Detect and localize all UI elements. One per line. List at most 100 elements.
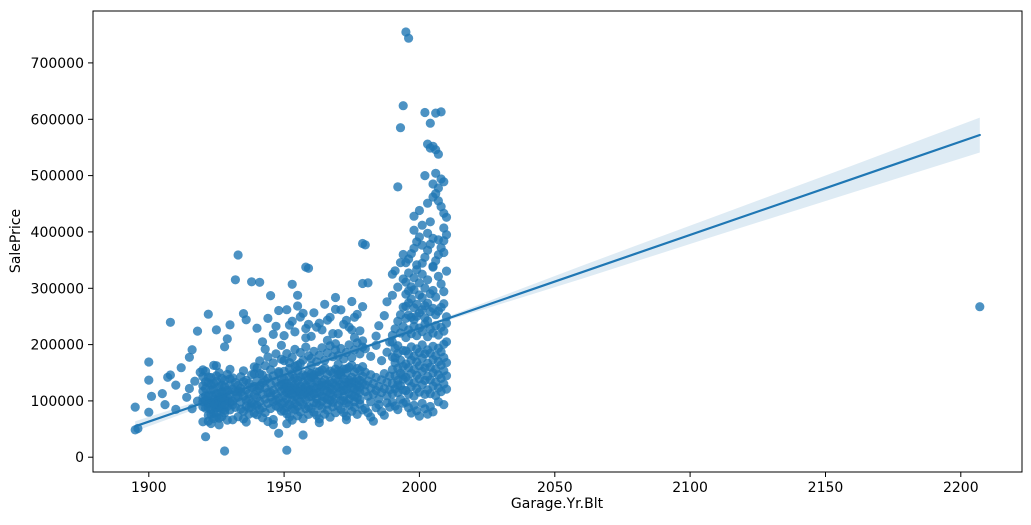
data-point	[347, 352, 357, 363]
data-point	[325, 312, 335, 322]
data-point	[398, 101, 408, 111]
data-point	[314, 367, 324, 377]
data-point	[298, 430, 308, 440]
data-point	[371, 331, 381, 341]
data-point	[252, 323, 262, 333]
data-point	[387, 290, 397, 300]
data-point	[225, 320, 235, 330]
x-tick-label: 2000	[402, 480, 438, 496]
data-point	[287, 279, 297, 289]
data-point	[252, 363, 262, 373]
data-point	[211, 412, 221, 422]
data-point	[263, 313, 273, 323]
data-point	[341, 415, 351, 425]
data-point	[220, 342, 230, 352]
data-point	[431, 168, 441, 178]
data-point	[201, 432, 211, 442]
data-point	[282, 305, 292, 315]
data-point	[198, 386, 208, 396]
data-point	[241, 315, 251, 325]
data-point	[274, 305, 284, 316]
y-tick-label: 200000	[31, 338, 84, 354]
data-point	[347, 296, 357, 307]
data-point	[428, 262, 438, 272]
data-point	[433, 235, 443, 245]
data-point	[975, 302, 985, 312]
data-point	[390, 266, 400, 276]
data-point	[441, 266, 452, 276]
data-point	[266, 291, 276, 301]
data-point	[439, 400, 449, 410]
data-point	[293, 290, 303, 300]
data-point	[157, 389, 167, 399]
data-point	[184, 383, 194, 394]
data-point	[238, 414, 249, 424]
data-point	[417, 240, 427, 250]
data-point	[225, 380, 235, 390]
data-point	[255, 277, 265, 287]
data-point	[314, 418, 324, 428]
data-point	[431, 189, 441, 199]
data-point	[144, 407, 154, 417]
data-point	[339, 396, 349, 406]
data-point	[414, 411, 424, 421]
data-point	[271, 321, 281, 331]
data-point	[395, 123, 406, 133]
x-tick-label: 1950	[266, 480, 302, 496]
data-point	[268, 358, 278, 368]
data-point	[230, 275, 240, 285]
data-point	[352, 385, 362, 396]
y-tick-label: 300000	[31, 281, 84, 297]
data-point	[414, 205, 424, 216]
data-point	[433, 271, 443, 281]
data-point	[393, 341, 403, 351]
data-point	[276, 340, 286, 350]
data-point	[439, 247, 449, 258]
data-point	[322, 335, 332, 345]
data-point	[336, 305, 346, 315]
data-point	[393, 380, 403, 390]
plot-area: 1900 1950 2000 2050 2100 2150 2200 0 100000 20000…	[31, 10, 1023, 496]
y-tick-label: 700000	[31, 56, 84, 72]
data-point	[428, 407, 438, 417]
y-tick-label: 400000	[31, 225, 84, 241]
data-point	[268, 329, 278, 339]
data-point	[244, 389, 254, 399]
data-point	[433, 149, 443, 159]
data-point	[441, 318, 452, 328]
data-point	[379, 410, 389, 420]
data-point	[287, 316, 297, 326]
data-point	[441, 358, 452, 368]
data-point	[393, 282, 403, 292]
x-tick-label: 1900	[131, 480, 167, 496]
data-point	[233, 250, 243, 260]
data-point	[241, 375, 251, 385]
data-point	[287, 352, 297, 362]
data-point	[439, 326, 449, 336]
data-point	[247, 370, 257, 380]
data-point	[436, 279, 446, 289]
data-point	[382, 297, 392, 307]
data-point	[233, 392, 243, 402]
data-point	[203, 309, 213, 319]
data-point	[236, 404, 246, 414]
data-point	[431, 292, 441, 302]
data-point	[441, 371, 452, 381]
data-point	[420, 107, 430, 118]
data-point	[349, 332, 360, 343]
data-point	[341, 364, 351, 374]
data-point	[274, 428, 284, 438]
data-point	[420, 171, 430, 181]
data-point	[190, 376, 200, 386]
data-point	[220, 446, 230, 456]
data-point	[441, 337, 452, 347]
data-point	[282, 445, 292, 455]
data-point	[309, 308, 319, 318]
data-point	[441, 384, 452, 394]
data-point	[347, 325, 357, 335]
data-point	[366, 351, 376, 361]
data-point	[255, 384, 265, 394]
data-point	[206, 380, 216, 390]
data-point	[303, 263, 314, 273]
